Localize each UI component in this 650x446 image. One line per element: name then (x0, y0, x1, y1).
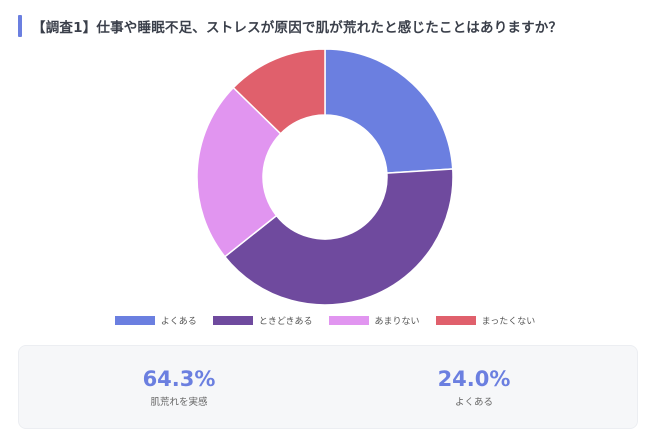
donut-slice (324, 48, 454, 174)
legend: よくある ときどきある あまりない まったくない (0, 312, 650, 328)
stat-block: 24.0% よくある (324, 346, 624, 428)
donut-chart (196, 48, 454, 306)
legend-item: あまりない (328, 314, 420, 327)
legend-item: ときどきある (212, 314, 313, 327)
donut-slice (196, 86, 282, 258)
legend-label: ときどきある (258, 316, 313, 327)
legend-swatch (435, 315, 476, 325)
stat-value: 24.0% (437, 367, 511, 391)
title-bar: 【調査1】仕事や睡眠不足、ストレスが原因で肌が荒れたと感じたことはありますか？ (18, 14, 618, 38)
stats-panel: 64.3% 肌荒れを実感 24.0% よくある (18, 345, 638, 429)
legend-item: よくある (114, 314, 197, 327)
legend-label: あまりない (374, 316, 420, 327)
legend-label: まったくない (481, 316, 536, 327)
donut-slice (232, 48, 326, 135)
legend-swatch (328, 315, 369, 325)
stat-value: 64.3% (142, 367, 216, 391)
legend-label: よくある (160, 316, 197, 327)
stat-label: 肌荒れを実感 (150, 397, 208, 408)
legend-item: まったくない (435, 314, 536, 327)
legend-swatch (212, 315, 253, 325)
title-accent-bar (18, 15, 22, 37)
chart-title: 【調査1】仕事や睡眠不足、ストレスが原因で肌が荒れたと感じたことはありますか？ (32, 20, 563, 36)
stat-block: 64.3% 肌荒れを実感 (29, 346, 329, 428)
stat-label: よくある (454, 397, 493, 408)
donut-slice (223, 168, 454, 306)
legend-swatch (114, 315, 155, 325)
